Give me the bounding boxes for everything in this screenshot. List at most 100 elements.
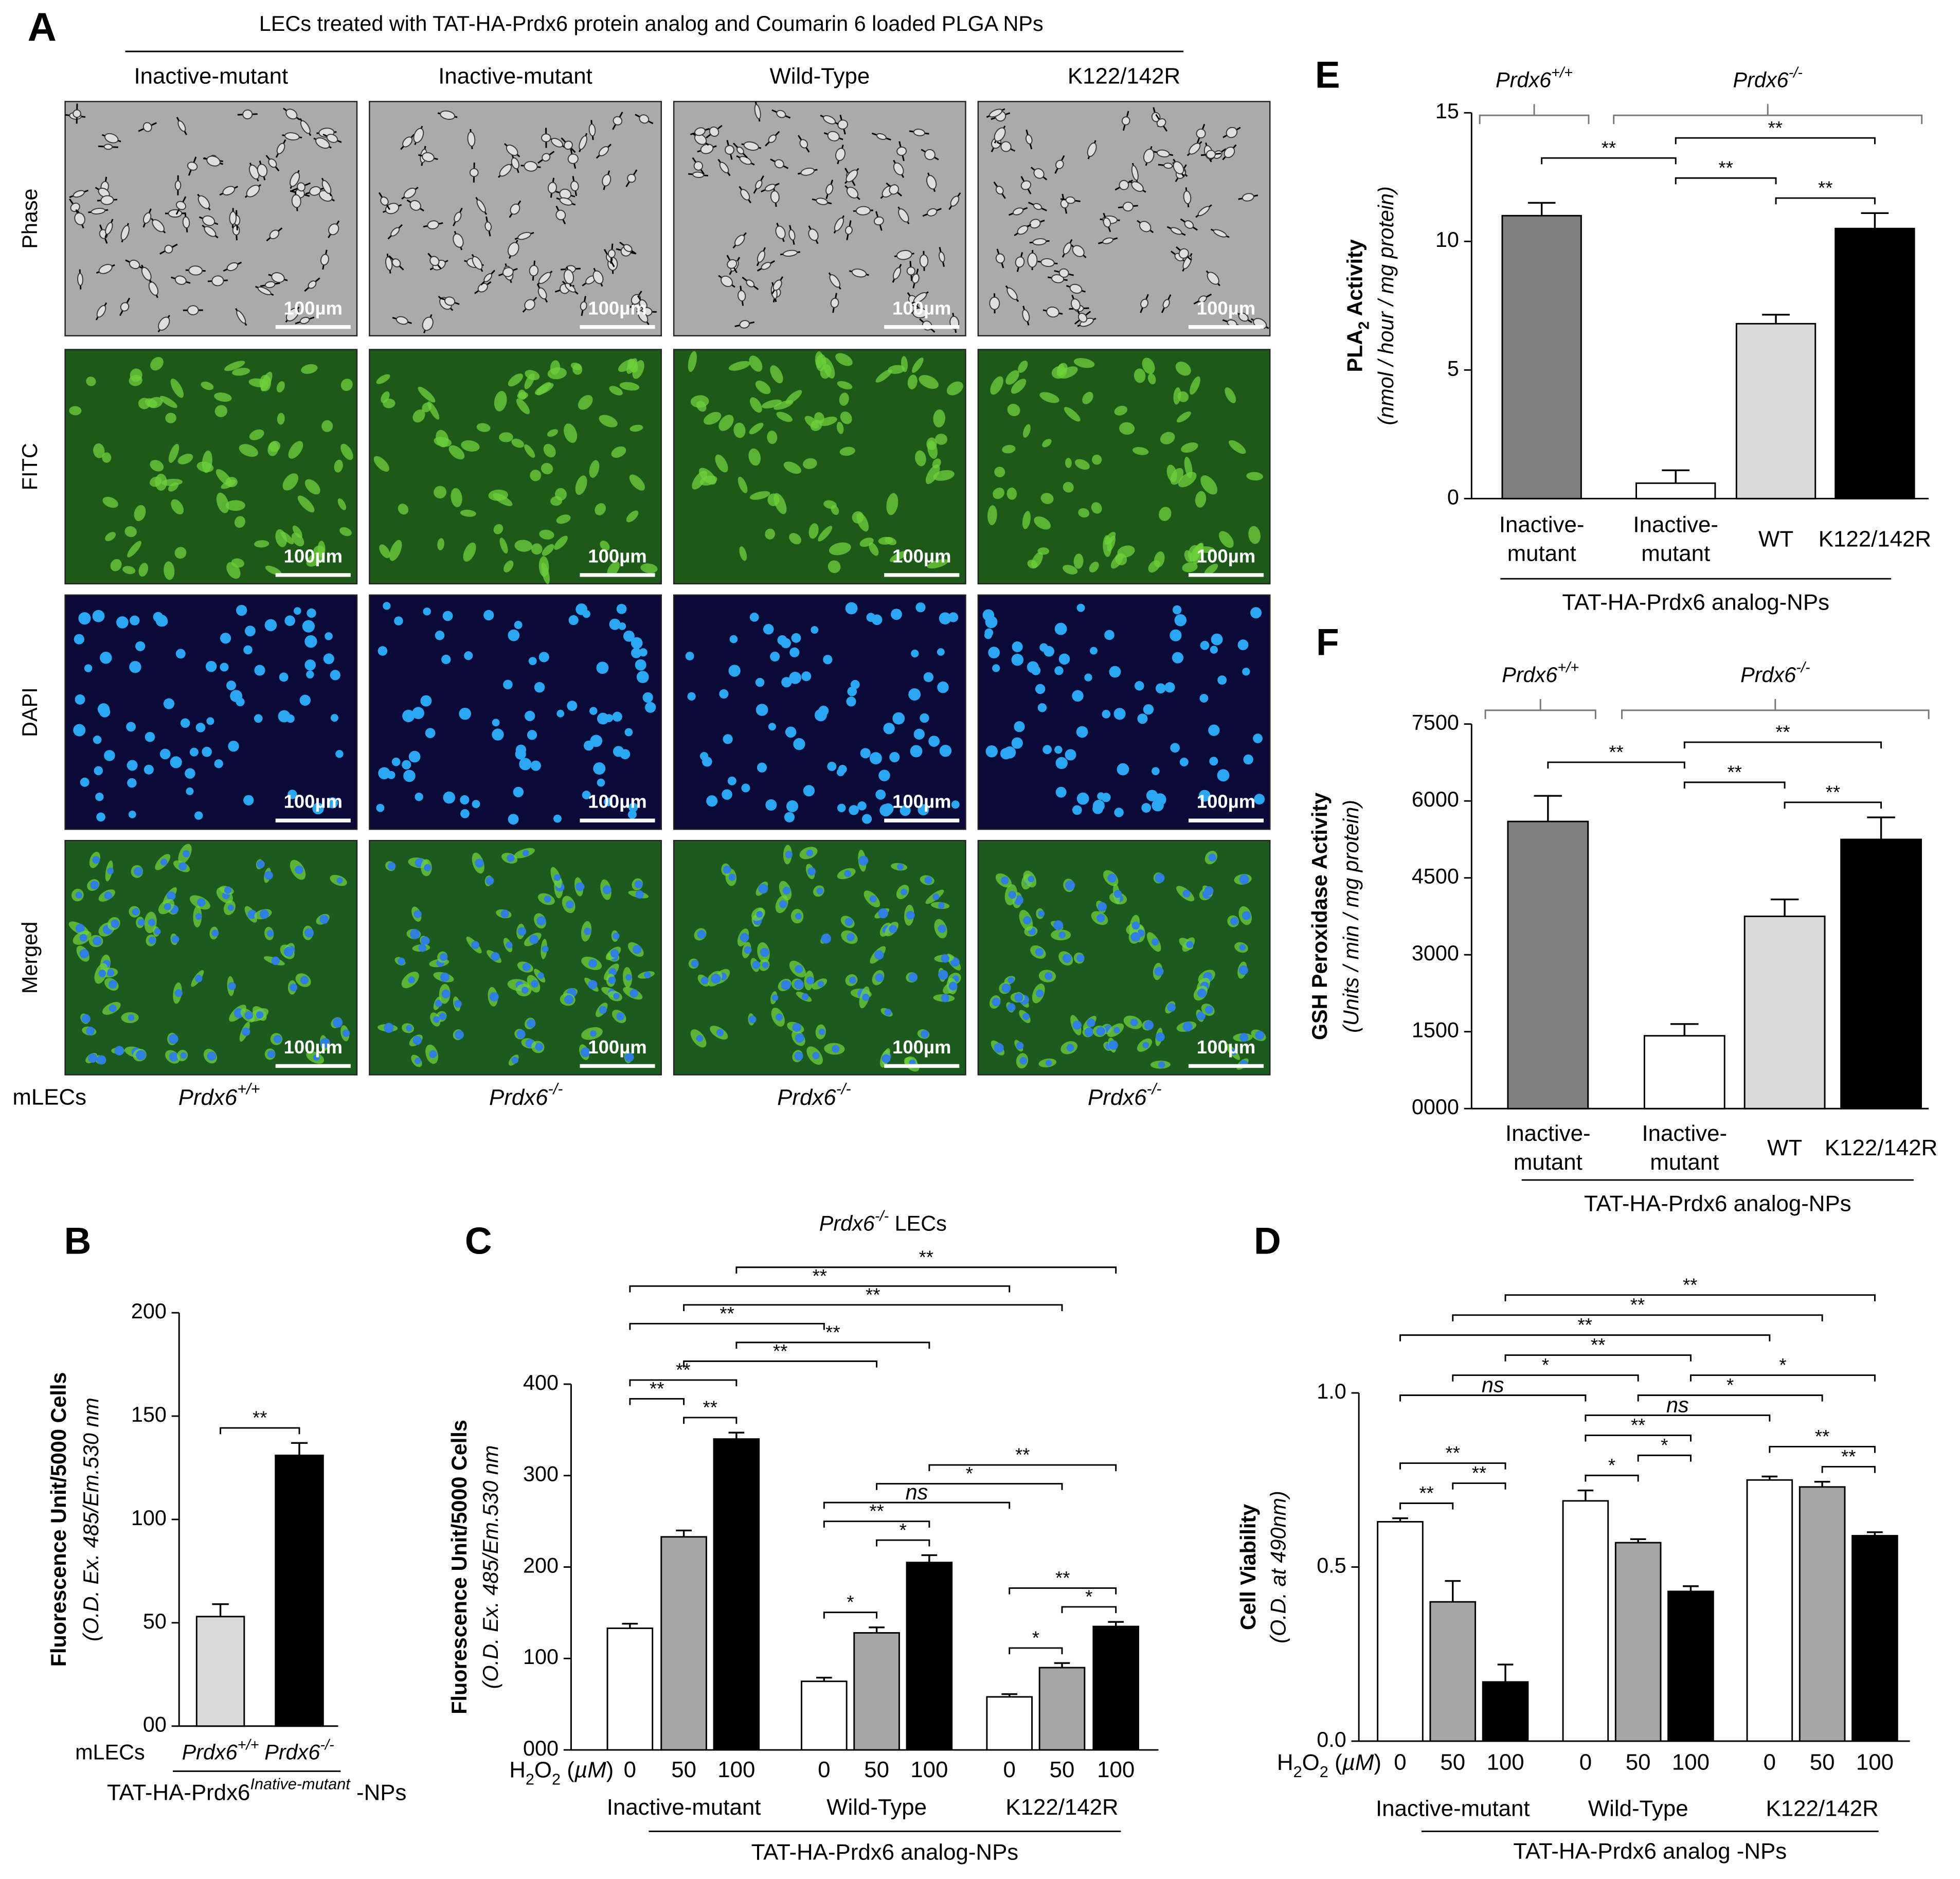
text-part: -/- [320, 1737, 334, 1753]
cell [211, 275, 224, 287]
cell [488, 489, 508, 501]
nucleus [821, 934, 831, 944]
nucleus [1084, 673, 1092, 682]
cell [159, 396, 177, 408]
nucleus [911, 649, 919, 658]
nucleus [79, 934, 87, 942]
text-part: 2 [1293, 1762, 1302, 1780]
nucleus [938, 902, 945, 909]
cell [1183, 190, 1192, 204]
significance-bracket [1504, 1294, 1876, 1301]
cell [511, 157, 519, 170]
micrograph [64, 349, 358, 585]
nucleus [566, 900, 574, 909]
cell [1077, 313, 1088, 323]
nucleus [908, 688, 921, 701]
nucleus [1045, 972, 1053, 980]
scale-bar-label: 100µm [588, 1036, 646, 1058]
bar [1562, 1500, 1609, 1742]
nucleus [130, 615, 140, 625]
scale-bar-label: 100µm [588, 791, 646, 812]
nucleus [948, 981, 958, 991]
nucleus [94, 766, 103, 776]
cell [277, 413, 285, 425]
cell [564, 140, 573, 150]
cell [1072, 245, 1085, 257]
cell [547, 429, 559, 437]
cell [761, 262, 771, 270]
significance-label: ** [1815, 1426, 1829, 1447]
significance-bracket [1585, 1474, 1639, 1482]
cell [755, 180, 763, 189]
nucleus [1028, 875, 1035, 883]
bar [275, 1454, 324, 1727]
nucleus [801, 671, 812, 682]
nucleus [323, 653, 334, 665]
cell [524, 444, 535, 458]
cell [925, 464, 940, 485]
nucleus [1154, 967, 1164, 976]
cell [524, 299, 535, 311]
text-part: H [509, 1757, 526, 1782]
nucleus [116, 616, 129, 629]
cell [232, 368, 250, 376]
text-part: Prdx6 [178, 1084, 238, 1109]
nucleus [1108, 1040, 1119, 1050]
nucleus [412, 707, 424, 720]
nucleus [136, 1050, 146, 1060]
significance-bracket [629, 1322, 825, 1330]
significance-bracket [629, 1285, 1011, 1293]
cell [77, 273, 83, 286]
nucleus [299, 694, 311, 706]
nucleus [691, 960, 699, 968]
cell [1017, 225, 1029, 235]
significance-label: ** [1015, 1444, 1030, 1465]
nucleus [789, 671, 802, 684]
nucleus [1113, 890, 1122, 898]
significance-bracket [823, 1520, 930, 1528]
nucleus [500, 909, 509, 918]
cell [874, 216, 884, 226]
cell [907, 374, 918, 389]
error-bar [1683, 1585, 1699, 1591]
nucleus [271, 956, 280, 965]
nucleus [435, 631, 445, 640]
cell [1177, 411, 1191, 423]
cell [1042, 439, 1052, 448]
nucleus [129, 660, 141, 673]
significance-label: ** [253, 1407, 267, 1428]
nucleus [528, 657, 537, 666]
scale-bar-label: 100µm [1197, 297, 1255, 318]
cell [851, 269, 867, 278]
cell [1131, 165, 1139, 181]
text-part: ) [1374, 1749, 1381, 1775]
nucleus [114, 1046, 124, 1056]
nucleus [242, 1027, 250, 1036]
cell [93, 443, 105, 458]
nucleus [1003, 746, 1016, 759]
cell [1091, 454, 1102, 465]
nucleus [1144, 1021, 1154, 1030]
bar [1429, 1601, 1477, 1742]
nucleus [632, 945, 642, 954]
micrograph [369, 101, 662, 336]
cell [554, 535, 568, 550]
cell [1178, 248, 1189, 259]
nucleus [279, 672, 289, 682]
nucleus [776, 1013, 783, 1021]
cell [537, 287, 547, 300]
nucleus [941, 994, 949, 1003]
cell [275, 529, 287, 547]
cell [204, 226, 217, 237]
cell [1087, 142, 1097, 157]
cell [469, 168, 479, 177]
text-part: LECs [889, 1212, 947, 1236]
cell [174, 275, 187, 285]
cell [170, 378, 184, 398]
cell [1063, 481, 1074, 493]
nucleus [1186, 941, 1194, 949]
cell [776, 110, 786, 118]
bar [1038, 1667, 1086, 1751]
text-part: PLA [1343, 330, 1366, 372]
nucleus [568, 615, 579, 625]
